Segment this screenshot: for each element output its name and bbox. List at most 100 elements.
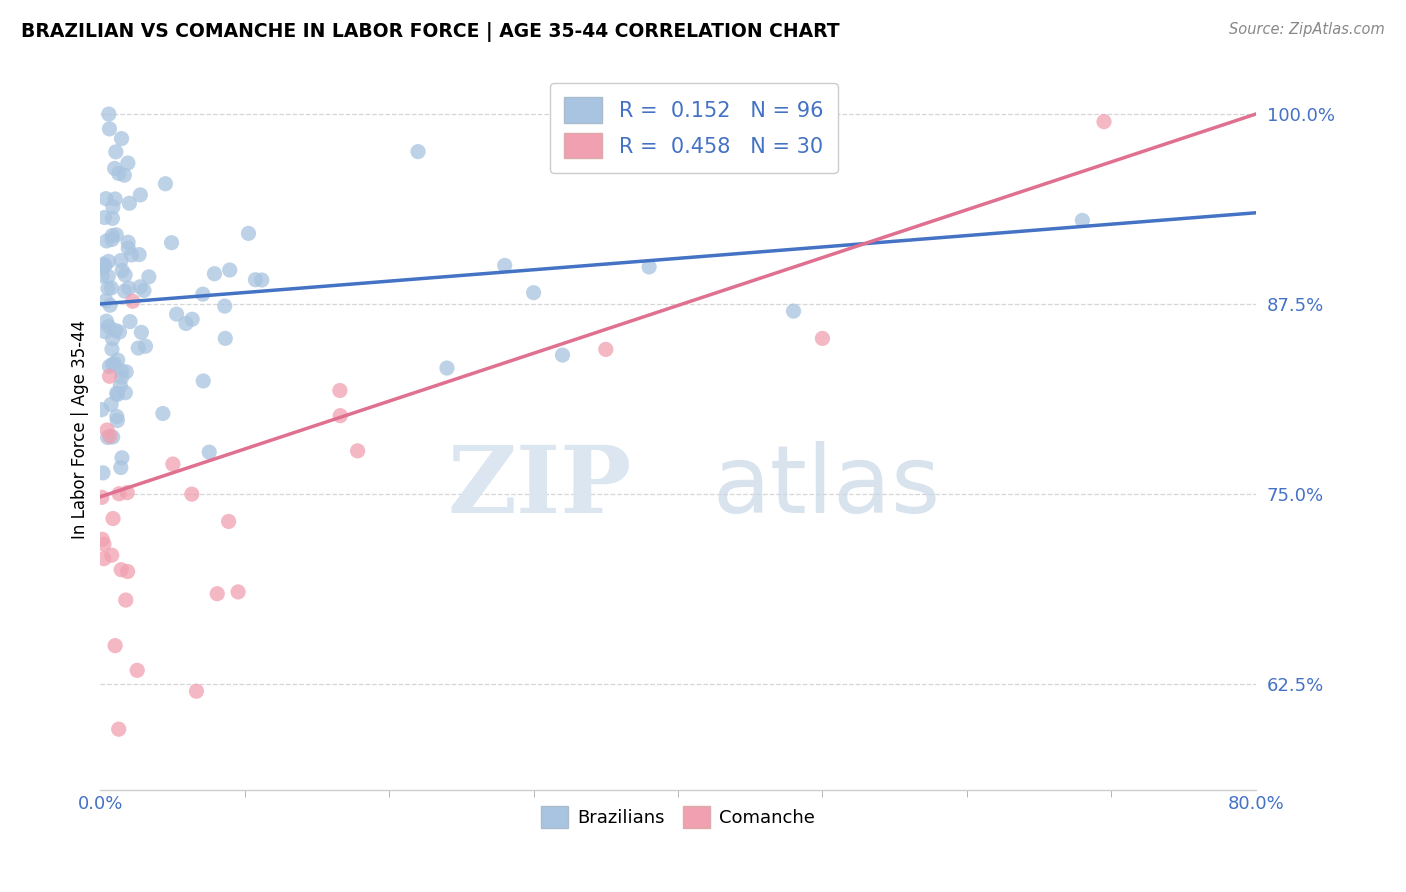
Point — [101, 342, 124, 356]
Point — [104, 639, 127, 653]
Point — [155, 177, 177, 191]
Point — [107, 353, 129, 368]
Point — [128, 247, 150, 261]
Point — [103, 357, 125, 371]
Point — [91, 466, 114, 480]
Point — [204, 267, 226, 281]
Point — [193, 374, 215, 388]
Point — [97, 254, 120, 268]
Point — [112, 168, 135, 182]
Point — [118, 196, 141, 211]
Point — [94, 259, 117, 273]
Point — [94, 293, 117, 308]
Point — [134, 339, 156, 353]
Point — [101, 332, 124, 346]
Point — [117, 281, 139, 295]
Point — [97, 107, 120, 121]
Point — [105, 227, 128, 242]
Point — [436, 361, 458, 376]
Point — [174, 317, 197, 331]
Point — [98, 359, 121, 374]
Point — [93, 537, 115, 551]
Text: Source: ZipAtlas.com: Source: ZipAtlas.com — [1229, 22, 1385, 37]
Point — [104, 324, 127, 338]
Point — [107, 722, 129, 736]
Point — [101, 511, 124, 525]
Point — [207, 587, 229, 601]
Point — [129, 279, 152, 293]
Point — [100, 397, 122, 411]
Point — [114, 593, 136, 607]
Point — [91, 261, 114, 276]
Point — [121, 248, 143, 262]
Point — [111, 450, 134, 465]
Point — [98, 121, 121, 136]
Point — [110, 131, 132, 145]
Point — [127, 341, 149, 355]
Point — [1071, 213, 1094, 227]
Point — [114, 284, 136, 298]
Point — [91, 268, 114, 283]
Point — [551, 348, 574, 362]
Point — [100, 281, 122, 295]
Y-axis label: In Labor Force | Age 35-44: In Labor Force | Age 35-44 — [72, 319, 89, 539]
Point — [91, 257, 114, 271]
Text: BRAZILIAN VS COMANCHE IN LABOR FORCE | AGE 35-44 CORRELATION CHART: BRAZILIAN VS COMANCHE IN LABOR FORCE | A… — [21, 22, 839, 42]
Point — [94, 192, 117, 206]
Point — [98, 298, 121, 312]
Point — [107, 166, 129, 180]
Point — [110, 563, 132, 577]
Point — [108, 487, 131, 501]
Point — [97, 281, 120, 295]
Point — [93, 325, 115, 339]
Point — [329, 409, 352, 423]
Point — [406, 145, 429, 159]
Point — [108, 325, 131, 339]
Point — [100, 548, 122, 562]
Point — [101, 200, 124, 214]
Point — [96, 423, 118, 437]
Point — [98, 429, 121, 443]
Point — [91, 533, 114, 547]
Legend: Brazilians, Comanche: Brazilians, Comanche — [534, 798, 823, 835]
Point — [114, 385, 136, 400]
Point — [191, 287, 214, 301]
Point — [104, 192, 127, 206]
Point — [129, 188, 152, 202]
Point — [97, 319, 120, 334]
Point — [638, 260, 661, 274]
Point — [595, 343, 617, 357]
Point — [180, 487, 202, 501]
Point — [117, 156, 139, 170]
Point — [97, 269, 120, 284]
Point — [101, 211, 124, 226]
Point — [186, 684, 208, 698]
Point — [782, 304, 804, 318]
Point — [101, 228, 124, 243]
Point — [104, 145, 127, 159]
Point — [107, 387, 129, 401]
Point — [162, 457, 184, 471]
Text: ZIP: ZIP — [447, 442, 631, 532]
Point — [110, 460, 132, 475]
Point — [166, 307, 188, 321]
Point — [198, 445, 221, 459]
Point — [238, 227, 260, 241]
Point — [110, 364, 132, 378]
Point — [98, 369, 121, 384]
Point — [117, 241, 139, 255]
Point — [218, 263, 240, 277]
Point — [245, 273, 267, 287]
Point — [114, 268, 136, 282]
Point — [811, 331, 834, 345]
Point — [152, 407, 174, 421]
Point — [101, 232, 124, 246]
Point — [181, 312, 204, 326]
Point — [132, 284, 155, 298]
Point — [110, 378, 132, 392]
Point — [105, 413, 128, 427]
Point — [160, 235, 183, 250]
Point — [117, 565, 139, 579]
Point — [90, 491, 112, 505]
Point — [214, 331, 236, 345]
